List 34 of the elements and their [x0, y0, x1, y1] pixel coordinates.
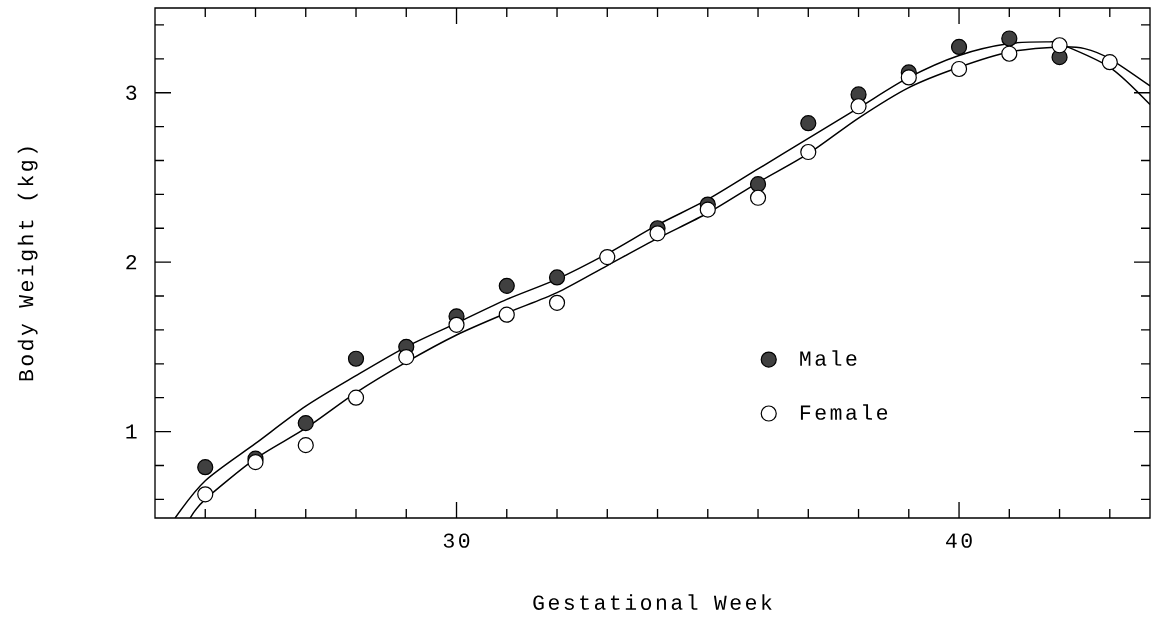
point: [850, 98, 867, 115]
point: [297, 415, 314, 432]
point: [950, 60, 968, 78]
legend-label: Male: [800, 350, 857, 366]
point: [1001, 45, 1018, 62]
point: [1001, 30, 1018, 47]
point: [498, 277, 515, 294]
point: [1051, 37, 1068, 54]
point: [950, 38, 968, 56]
y-tick-label: 2: [126, 255, 137, 270]
y-axis-title: Body Weight (kg): [17, 147, 38, 381]
point: [749, 176, 767, 193]
point: [1101, 54, 1118, 71]
point: [197, 486, 214, 503]
x-axis-title: Gestational Week: [533, 594, 772, 610]
point: [247, 453, 264, 471]
x-tick-label: 30: [443, 533, 470, 548]
point: [347, 350, 365, 367]
x-tick-label: 40: [946, 533, 972, 548]
legend-label: Female: [800, 404, 888, 420]
y-tick-label: 1: [126, 424, 137, 439]
y-tick-label: 3: [126, 85, 137, 100]
point: [347, 389, 365, 406]
point: [900, 69, 917, 86]
point: [548, 269, 566, 286]
point: [448, 316, 465, 333]
point: [197, 459, 214, 476]
point: [800, 115, 817, 132]
point: [649, 225, 666, 242]
point: [699, 201, 716, 218]
point: [398, 348, 415, 366]
point: [498, 306, 515, 323]
point: [599, 248, 616, 266]
point: [800, 143, 817, 161]
